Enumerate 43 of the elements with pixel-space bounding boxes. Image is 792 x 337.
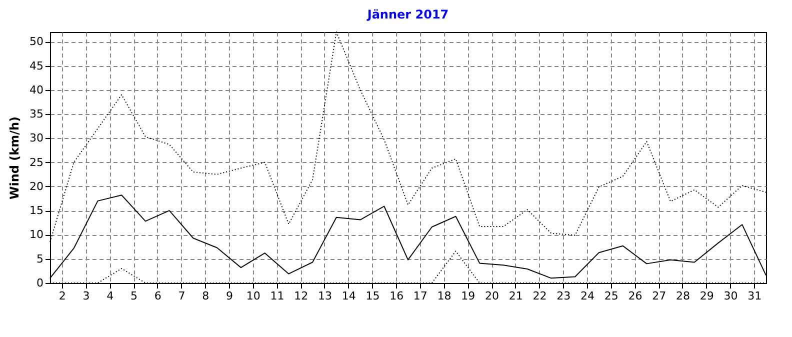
x-tick-label: 4 [106, 290, 114, 302]
x-tick-label: 31 [748, 290, 762, 302]
x-tick-label: 21 [508, 290, 523, 302]
x-tick-label: 7 [178, 290, 186, 302]
chart-title: Jänner 2017 [366, 8, 449, 22]
x-tick-label: 17 [413, 290, 428, 302]
y-axis-title: Wind (km/h) [8, 116, 22, 200]
x-tick-label: 24 [580, 290, 594, 302]
y-tick-label: 40 [30, 83, 44, 96]
x-tick-label: 18 [437, 290, 452, 302]
y-tick-label: 20 [30, 180, 44, 193]
y-tick-label: 10 [30, 228, 44, 242]
x-tick-label: 13 [318, 290, 332, 302]
x-tick-label: 10 [246, 290, 260, 302]
x-tick-label: 14 [342, 290, 356, 302]
x-tick-label: 20 [485, 290, 500, 302]
x-tick-label: 19 [461, 290, 476, 302]
x-tick-label: 11 [270, 290, 284, 302]
y-tick-label: 45 [30, 59, 44, 72]
x-tick-label: 23 [556, 290, 571, 302]
x-tick-label: 12 [294, 290, 308, 302]
y-tick-label: 5 [36, 252, 44, 266]
x-tick-label: 25 [604, 290, 618, 302]
x-tick-label: 8 [202, 290, 210, 302]
x-tick-label: 28 [676, 290, 690, 302]
y-tick-label: 50 [30, 35, 44, 48]
y-tick-label: 15 [30, 204, 44, 218]
x-tick-label: 9 [226, 290, 233, 302]
x-tick-label: 15 [366, 290, 380, 302]
x-tick-label: 22 [532, 290, 547, 302]
y-tick-label: 30 [30, 132, 44, 145]
x-tick-label: 6 [154, 290, 162, 302]
x-tick-label: 16 [390, 290, 404, 302]
x-tick-label: 5 [130, 290, 138, 302]
x-tick-label: 26 [628, 290, 642, 302]
y-tick-label: 25 [30, 156, 44, 169]
y-tick-label: 0 [36, 276, 44, 290]
x-tick-label: 2 [58, 290, 66, 302]
x-tick-label: 3 [82, 290, 90, 302]
x-tick-label: 27 [652, 290, 666, 302]
y-tick-label: 35 [30, 108, 44, 121]
x-tick-label: 30 [724, 290, 738, 302]
x-tick-label: 29 [700, 290, 714, 302]
